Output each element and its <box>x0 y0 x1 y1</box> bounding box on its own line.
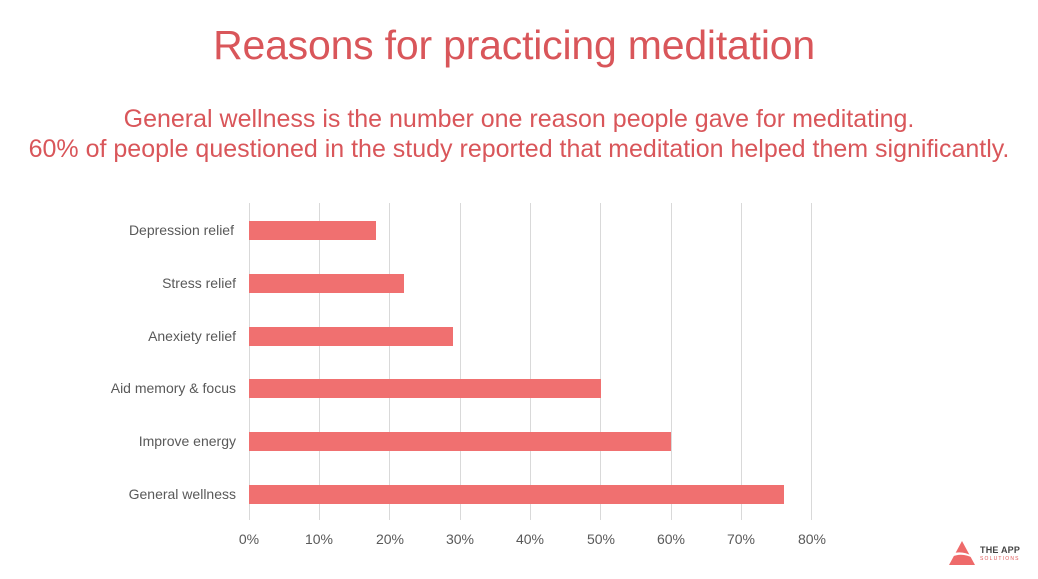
bar-general-wellness <box>249 485 784 504</box>
gridline-60 <box>671 203 672 520</box>
logo-text-line2: SOLUTIONS <box>980 556 1020 562</box>
category-label: Stress relief <box>162 275 236 291</box>
bar-stress-relief <box>249 274 404 293</box>
x-tick-label: 40% <box>515 531 545 547</box>
bar-aid-memory-focus <box>249 379 601 398</box>
x-tick-label: 0% <box>238 531 260 547</box>
bar-anxiety-relief <box>249 327 454 346</box>
logo-text-line1: THE APP <box>980 545 1021 555</box>
gridline-30 <box>460 203 461 520</box>
category-label: Depression relief <box>128 222 234 238</box>
triangle-logo-icon <box>949 541 975 565</box>
plot-area <box>249 203 812 520</box>
bar-depression-relief <box>249 221 376 240</box>
x-tick-label: 80% <box>797 531 827 547</box>
brand-logo: THE APP SOLUTIONS <box>948 540 1028 566</box>
gridline-0 <box>249 203 250 520</box>
x-tick-label: 20% <box>375 531 405 547</box>
gridline-20 <box>389 203 390 520</box>
gridline-80 <box>811 203 812 520</box>
chart-title: Reasons for practicing meditation <box>213 22 815 68</box>
gridline-50 <box>600 203 601 520</box>
subtitle-line-2: 60% of people questioned in the study re… <box>28 135 1010 163</box>
subtitle-line-1: General wellness is the number one reaso… <box>123 105 915 133</box>
category-label: Anexiety relief <box>148 328 236 344</box>
x-tick-label: 70% <box>726 531 756 547</box>
x-tick-label: 30% <box>445 531 475 547</box>
gridline-40 <box>530 203 531 520</box>
category-label: General wellness <box>128 486 236 502</box>
category-label: Improve energy <box>138 433 236 449</box>
gridline-70 <box>741 203 742 520</box>
x-tick-label: 50% <box>586 531 616 547</box>
x-tick-label: 60% <box>656 531 686 547</box>
x-tick-label: 10% <box>304 531 334 547</box>
category-label: Aid memory & focus <box>110 380 236 396</box>
chart-subtitle: General wellness is the number one reaso… <box>0 104 1038 164</box>
gridline-10 <box>319 203 320 520</box>
bar-improve-energy <box>249 432 672 451</box>
